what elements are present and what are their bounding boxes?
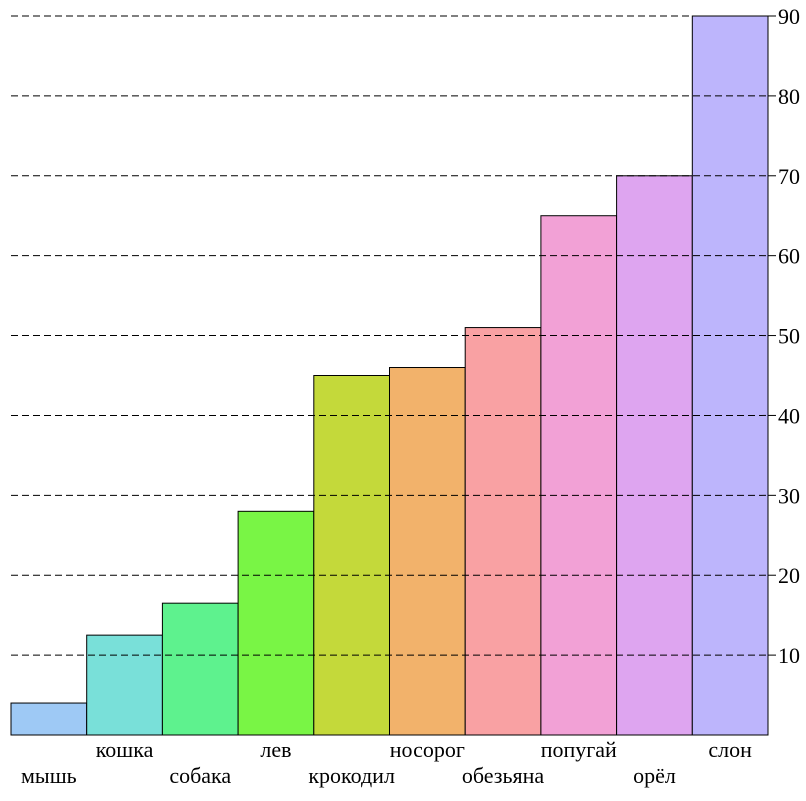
grid-layer — [11, 15, 768, 656]
x-tick-label-8: орёл — [633, 763, 676, 788]
y-tick-label-1: 20 — [778, 563, 800, 588]
bar-2 — [161, 602, 239, 736]
x-tick-label-0: мышь — [21, 763, 77, 788]
x-tick-label-4: крокодил — [308, 763, 395, 788]
bar-6 — [464, 327, 542, 736]
y-tick-label-6: 70 — [778, 164, 800, 189]
bar-0 — [10, 702, 88, 736]
x-tick-label-9: слон — [708, 737, 752, 762]
bar-8 — [616, 175, 693, 736]
y-tick-label-5: 60 — [778, 244, 800, 269]
x-tick-label-5: носорог — [390, 737, 465, 762]
x-tick-label-6: обезьяна — [462, 763, 545, 788]
bar-4 — [313, 375, 390, 736]
x-tick-label-7: попугай — [541, 737, 617, 762]
axis-layer — [11, 15, 776, 736]
y-tick-label-7: 80 — [778, 84, 800, 109]
labels-layer: 10 20 30 40 50 60 70 80 90 мышь кошка собака левкрок… — [21, 4, 800, 788]
x-tick-label-1: кошка — [96, 737, 154, 762]
bars-layer — [10, 15, 769, 736]
bar-9 — [691, 15, 769, 736]
bar-7 — [540, 215, 618, 736]
bar-3 — [237, 510, 315, 736]
y-tick-label-0: 10 — [778, 643, 800, 668]
bar-1 — [86, 634, 163, 736]
x-tick-label-3: лев — [260, 737, 291, 762]
y-tick-label-4: 50 — [778, 324, 800, 349]
y-tick-label-2: 30 — [778, 483, 800, 508]
x-tick-label-2: собака — [169, 763, 231, 788]
y-tick-label-3: 40 — [778, 403, 800, 428]
y-tick-label-8: 90 — [778, 4, 800, 29]
bar-5 — [389, 367, 466, 736]
